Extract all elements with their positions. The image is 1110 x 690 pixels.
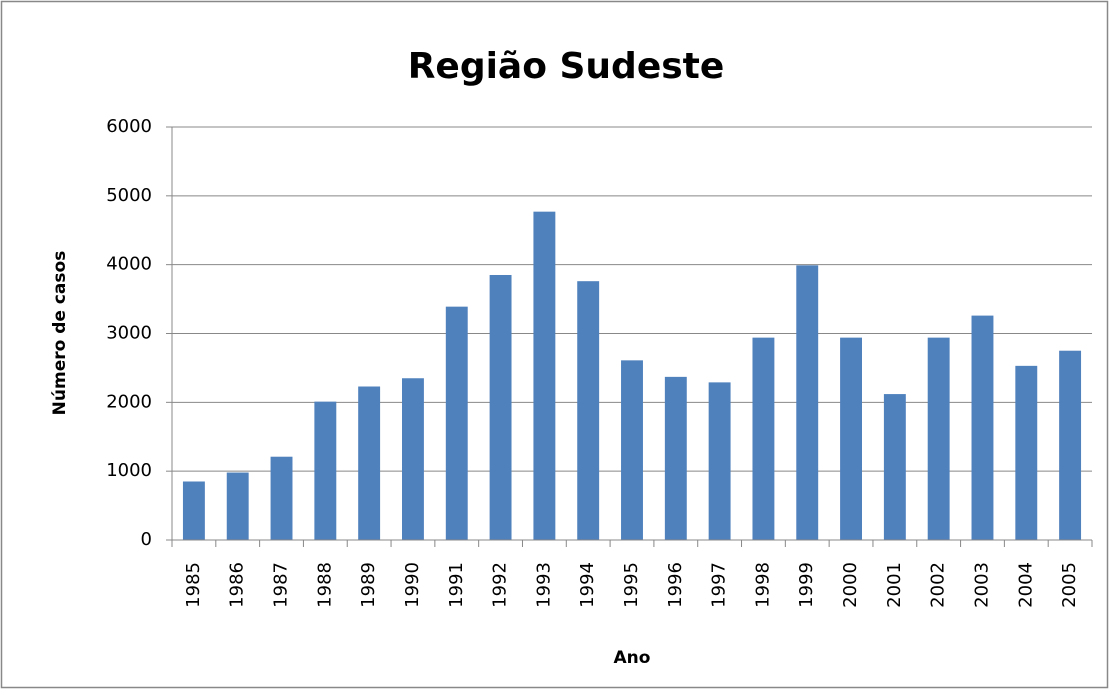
y-tick-label: 0: [141, 529, 152, 550]
bar: [752, 337, 775, 540]
bar: [270, 456, 293, 540]
bar: [314, 401, 337, 540]
x-tick-label: 1994: [577, 562, 598, 608]
y-axis-title: Número de casos: [50, 251, 70, 416]
x-tick-label: 2002: [928, 562, 949, 608]
bar: [577, 281, 600, 540]
x-tick-label: 1998: [752, 562, 773, 608]
x-tick-label: 1987: [271, 562, 292, 608]
x-tick-label: 1995: [621, 562, 642, 608]
bar: [927, 337, 950, 540]
bar: [226, 472, 249, 540]
bar: [621, 360, 643, 540]
x-tick-label: 1999: [796, 562, 817, 608]
x-tick-label: 1993: [533, 562, 554, 608]
bar: [182, 481, 205, 540]
x-tick-label: 1989: [358, 562, 379, 608]
x-tick-label: 2000: [840, 562, 861, 608]
bar: [664, 376, 687, 540]
y-tick-label: 1000: [106, 460, 152, 481]
bar: [971, 315, 994, 540]
chart-title: Região Sudeste: [408, 46, 725, 87]
x-tick-label: 1992: [490, 562, 511, 608]
y-tick-label: 4000: [106, 254, 152, 275]
x-tick-label: 2005: [1059, 562, 1080, 608]
y-tick-label: 6000: [106, 116, 152, 137]
x-tick-label: 1986: [227, 562, 248, 608]
x-tick-label: 2004: [1015, 562, 1036, 608]
bar: [1059, 350, 1082, 540]
bar: [883, 394, 906, 540]
x-tick-label: 2001: [884, 562, 905, 608]
bar: [402, 378, 424, 540]
y-tick-label: 5000: [106, 185, 152, 206]
x-tick-label: 1996: [665, 562, 686, 608]
bar: [533, 211, 556, 541]
x-tick-label: 1988: [314, 562, 335, 608]
bar: [840, 337, 862, 540]
y-tick-label: 2000: [106, 391, 152, 412]
x-axis-title: Ano: [614, 648, 651, 668]
x-tick-label: 1985: [183, 562, 204, 608]
x-tick-label: 1991: [446, 562, 467, 608]
x-tick-label: 1990: [402, 562, 423, 608]
y-tick-label: 3000: [106, 323, 152, 344]
bar: [445, 306, 468, 540]
bar: [708, 382, 731, 540]
bar: [1015, 365, 1038, 540]
bar: [489, 274, 512, 540]
x-tick-label: 2003: [971, 562, 992, 608]
bar: [796, 265, 819, 540]
x-tick-label: 1997: [709, 562, 730, 608]
bar: [358, 386, 381, 540]
